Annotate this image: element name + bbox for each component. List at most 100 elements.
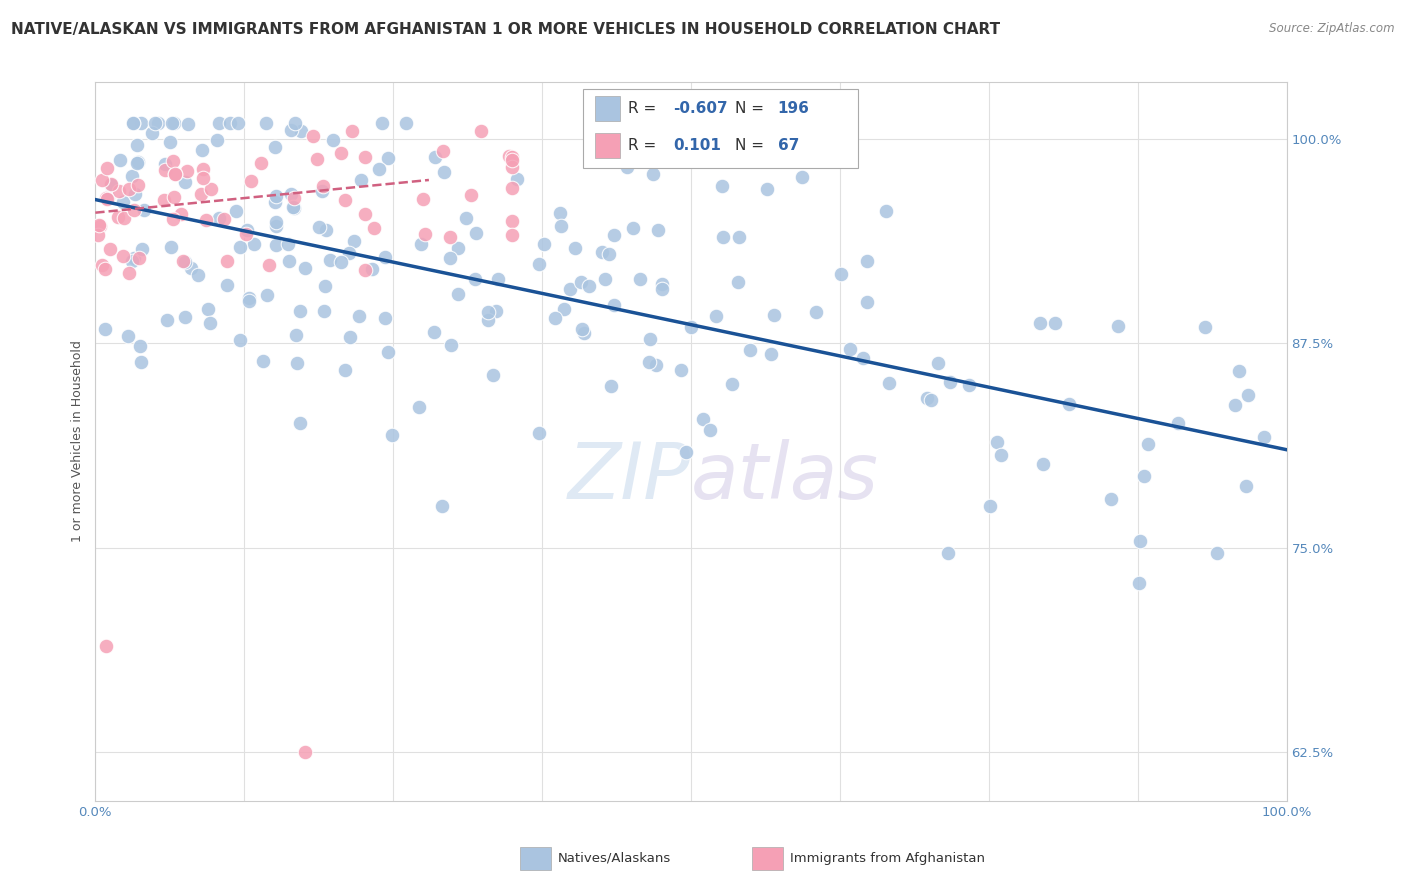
Point — [440, 338, 463, 352]
Point — [252, 354, 274, 368]
Point — [1028, 316, 1050, 330]
Point — [314, 279, 336, 293]
Point — [464, 272, 486, 286]
Point — [1194, 320, 1216, 334]
Point — [122, 116, 145, 130]
Point — [159, 135, 181, 149]
Point — [792, 170, 814, 185]
Point — [1206, 546, 1229, 560]
Point — [87, 228, 110, 243]
Point — [174, 310, 197, 325]
Point — [254, 116, 277, 130]
Text: -0.607: -0.607 — [673, 102, 728, 116]
Text: N =: N = — [735, 138, 769, 153]
Point — [439, 230, 461, 244]
Point — [112, 211, 135, 225]
Point — [602, 298, 624, 312]
Text: Natives/Alaskans: Natives/Alaskans — [558, 852, 672, 864]
Point — [131, 242, 153, 256]
Point — [122, 251, 145, 265]
Point — [329, 255, 352, 269]
Text: NATIVE/ALASKAN VS IMMIGRANTS FROM AFGHANISTAN 1 OR MORE VEHICLES IN HOUSEHOLD CO: NATIVE/ALASKAN VS IMMIGRANTS FROM AFGHAN… — [11, 22, 1001, 37]
Point — [423, 150, 446, 164]
Point — [533, 236, 555, 251]
Point — [610, 146, 633, 161]
Point — [294, 260, 316, 275]
Point — [163, 189, 186, 203]
Point — [470, 124, 492, 138]
Point — [920, 393, 942, 408]
Point — [100, 178, 122, 192]
Point — [318, 252, 340, 267]
Point — [839, 342, 862, 356]
Point — [354, 150, 377, 164]
Point — [160, 116, 183, 130]
Point — [755, 181, 778, 195]
Point — [98, 242, 121, 256]
Point — [564, 241, 586, 255]
Point — [367, 161, 389, 176]
Point — [207, 133, 229, 147]
Point — [128, 251, 150, 265]
Point — [280, 187, 302, 202]
Point — [553, 301, 575, 316]
Point — [335, 363, 357, 377]
Point — [485, 304, 508, 318]
Point — [482, 368, 505, 382]
Point — [529, 426, 551, 441]
Point — [727, 275, 749, 289]
Point — [340, 124, 363, 138]
Point — [720, 376, 742, 391]
Point — [879, 376, 901, 390]
Point — [380, 427, 402, 442]
Point — [108, 184, 131, 198]
Point — [595, 272, 617, 286]
Text: Immigrants from Afghanistan: Immigrants from Afghanistan — [790, 852, 986, 864]
Point — [477, 313, 499, 327]
Point — [1234, 479, 1257, 493]
Y-axis label: 1 or more Vehicles in Household: 1 or more Vehicles in Household — [72, 341, 84, 542]
Point — [280, 122, 302, 136]
Point — [200, 182, 222, 196]
Point — [343, 235, 366, 249]
Point — [215, 277, 238, 292]
Point — [174, 176, 197, 190]
Point — [118, 181, 141, 195]
Point — [159, 240, 181, 254]
Point — [141, 126, 163, 140]
Point — [96, 161, 118, 175]
Point — [195, 213, 218, 227]
Point — [91, 258, 114, 272]
Point — [374, 310, 396, 325]
Point — [94, 322, 117, 336]
Point — [408, 400, 430, 414]
Point — [498, 148, 520, 162]
Point — [1057, 397, 1080, 411]
Point — [187, 268, 209, 282]
Point — [671, 363, 693, 377]
Point — [180, 261, 202, 276]
Point — [257, 258, 280, 272]
Point — [628, 272, 651, 286]
Point — [830, 267, 852, 281]
Point — [191, 161, 214, 176]
Point — [121, 254, 143, 268]
Point — [240, 174, 263, 188]
Point — [377, 151, 399, 165]
Point — [350, 173, 373, 187]
Point — [87, 218, 110, 232]
Point — [430, 500, 453, 514]
Point — [1032, 457, 1054, 471]
Point — [423, 325, 446, 339]
Point — [236, 223, 259, 237]
Point — [1099, 491, 1122, 506]
Point — [312, 178, 335, 193]
Point — [264, 238, 287, 252]
Point — [501, 228, 523, 243]
Point — [598, 247, 620, 261]
Point — [501, 150, 523, 164]
Point — [647, 223, 669, 237]
Point — [986, 434, 1008, 449]
Text: atlas: atlas — [690, 440, 879, 516]
Point — [94, 262, 117, 277]
